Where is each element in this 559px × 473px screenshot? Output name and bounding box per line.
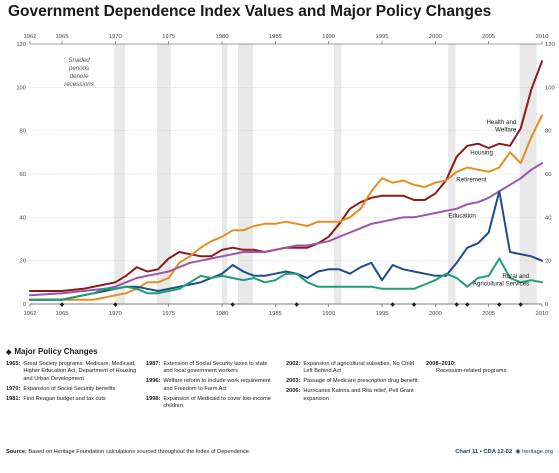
x-tick-label-top: 1995	[376, 34, 389, 40]
y-tick-label-right: 80	[545, 129, 551, 135]
policy-item: 1987: Extension of Social Security taxes …	[146, 361, 268, 375]
x-tick-label-bottom: 1965	[56, 311, 69, 317]
x-tick-label-top: 1962	[24, 34, 37, 40]
recession-note-line: Shaded	[68, 57, 90, 64]
site-link[interactable]: heritage.org	[522, 449, 553, 455]
source-note: Source: Based on Heritage Foundation cal…	[6, 449, 251, 455]
y-tick-label: 0	[23, 302, 26, 308]
policy-marker	[411, 302, 417, 307]
x-tick-label-bottom: 1985	[269, 311, 282, 317]
gridlines	[30, 43, 542, 305]
recession-band	[448, 44, 456, 304]
series-label-line: Health and	[486, 119, 516, 126]
policy-column-3: 2002: Expansion of agricultural subsidies…	[286, 361, 418, 406]
recession-band	[156, 44, 171, 304]
recession-note-line: periods	[68, 65, 89, 72]
globe-icon: ◉	[515, 449, 521, 455]
recession-note: Shaded periods denote recessions	[64, 57, 94, 88]
policy-marker	[294, 302, 299, 307]
series-label: Health and Welfare	[486, 119, 516, 133]
x-tick-label-top: 1980	[216, 34, 229, 40]
recession-band	[114, 44, 125, 304]
series-line	[29, 60, 543, 292]
policy-marker	[59, 302, 65, 307]
policy-item: 1970: Expansion of Social Security benefi…	[6, 385, 116, 392]
policy-marker	[113, 302, 118, 307]
series-label: Retirement	[456, 177, 487, 184]
x-tick-label-top: 1965	[56, 34, 69, 40]
x-tick-label-bottom: 1962	[24, 311, 37, 317]
policy-marker	[497, 302, 502, 307]
y-tick-label: 80	[20, 129, 26, 135]
series-line	[29, 257, 543, 301]
series-label-line: Rural and	[502, 273, 529, 280]
y-tick-label-right: 40	[545, 215, 551, 221]
series-labels: Health and Welfare Housing Retirement Educat…	[448, 119, 529, 287]
series-label: Rural and Agricultural Services	[473, 273, 530, 287]
y-tick-label-right: 0	[545, 302, 548, 308]
y-tick-label: 100	[16, 85, 26, 91]
policy-changes-header: ◆ Major Policy Changes	[6, 347, 98, 356]
policy-marker	[390, 302, 395, 307]
axes: 0 0 20 20 40 40 60 60 80 80 100 100 120 120 1962 1962 19…	[16, 34, 554, 317]
policy-marker	[454, 302, 459, 307]
policy-item: 1965: Great Society programs: Medicare, M…	[6, 361, 137, 382]
y-tick-label-right: 100	[545, 85, 555, 91]
x-tick-label-bottom: 1980	[216, 311, 229, 317]
x-tick-label-top: 1975	[162, 34, 175, 40]
policy-column-4: 2008–2010: Recession-related programs	[426, 361, 554, 376]
series-line	[29, 162, 543, 297]
series-label-line: Welfare	[495, 127, 517, 134]
x-tick-label-bottom: 2000	[429, 311, 442, 317]
series-label: Education	[448, 212, 476, 219]
policy-item: 2003: Passage of Medicare prescription dr…	[286, 378, 418, 385]
x-tick-label-bottom: 2010	[536, 311, 549, 317]
policy-item: 2006: Hurricanes Katrina and Rita relief,…	[286, 388, 414, 402]
policy-column-2: 1987: Extension of Social Security taxes …	[146, 361, 278, 413]
policy-marker	[230, 302, 235, 307]
y-tick-label: 40	[20, 215, 26, 221]
series-label-line: Agricultural Services	[473, 280, 529, 287]
x-tick-label-top: 1970	[109, 34, 122, 40]
policy-item: 2008–2010: Recession-related programs	[426, 361, 507, 375]
diamond-icon: ◆	[6, 349, 12, 356]
series-label-line: Housing	[470, 150, 493, 157]
series-label: Housing	[470, 150, 493, 157]
x-tick-label-bottom: 1970	[109, 311, 122, 317]
x-tick-label-top: 1990	[322, 34, 335, 40]
policy-column-1: 1965: Great Society programs: Medicare, M…	[6, 361, 140, 406]
recession-note-line: recessions	[64, 81, 94, 88]
y-tick-label-right: 60	[545, 172, 551, 178]
series-lines	[29, 60, 543, 301]
y-tick-label: 120	[16, 42, 26, 48]
x-tick-label-top: 2005	[482, 34, 495, 40]
y-tick-label: 20	[20, 259, 26, 265]
policy-item: 1998: Expansion of Medicaid to cover low-…	[146, 395, 271, 410]
y-tick-label: 60	[20, 172, 26, 178]
x-tick-label-bottom: 1995	[376, 311, 389, 317]
chart-id: Chart 11 • CDA 12-02 ◉ heritage.org	[455, 449, 553, 455]
y-tick-label-right: 20	[545, 259, 551, 265]
policy-item: 1996: Welfare reform to include work requ…	[146, 378, 271, 392]
policy-item: 2002: Expansion of agricultural subsidies…	[286, 361, 415, 375]
series-label-line: Education	[448, 212, 476, 219]
series-label-line: Retirement	[456, 177, 487, 184]
x-tick-label-bottom: 1990	[322, 311, 335, 317]
line-chart: 0 0 20 20 40 40 60 60 80 80 100 100 120 120 1962 1962 19…	[16, 34, 554, 317]
policy-marker	[518, 302, 523, 307]
y-tick-label-right: 120	[545, 42, 555, 48]
x-tick-label-bottom: 1975	[162, 311, 175, 317]
recession-band	[222, 44, 228, 304]
x-tick-label-top: 2000	[429, 34, 442, 40]
x-tick-label-top: 1985	[269, 34, 282, 40]
series-line	[29, 114, 543, 301]
chart-title: Government Dependence Index Values and M…	[8, 3, 492, 20]
x-tick-label-top: 2010	[536, 34, 549, 40]
policy-item: 1981: First Reagan budget and tax cuts	[6, 395, 106, 402]
policy-markers	[59, 302, 523, 307]
recession-note-line: denote	[70, 73, 89, 80]
policy-marker	[465, 302, 470, 307]
x-tick-label-bottom: 2005	[482, 311, 495, 317]
